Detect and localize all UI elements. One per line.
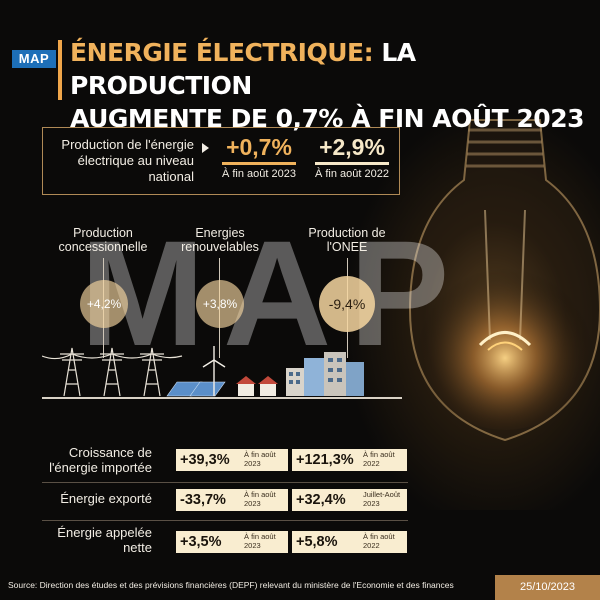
map-logo: MAP — [12, 50, 56, 68]
pill-value: +5,8% — [296, 534, 338, 550]
production-stat-2023: +0,7% À fin août 2023 — [215, 134, 303, 180]
stat-period: À fin août 2022 — [314, 168, 389, 180]
pill-importee-2023: +39,3% À fin août 2023 — [176, 449, 288, 471]
row-divider — [42, 482, 408, 483]
production-stat-2022: +2,9% À fin août 2022 — [308, 134, 396, 180]
wind-turbine-icon — [202, 346, 226, 396]
row-divider — [42, 520, 408, 521]
map-watermark: MAP — [80, 209, 468, 377]
houses-icon — [236, 376, 278, 396]
pill-period: À fin août 2023 — [244, 532, 276, 550]
buildings-icon — [286, 352, 364, 396]
power-pylons-icon — [42, 347, 183, 397]
pill-period: À fin août 2022 — [363, 532, 395, 550]
stat-value: +0,7% — [226, 134, 292, 160]
title-accent-bar — [58, 40, 62, 100]
pill-value: +3,5% — [180, 534, 222, 550]
solar-panels-icon — [166, 381, 226, 397]
title-line2: AUGMENTE DE 0,7% À FIN AOÛT 2023 — [70, 104, 584, 133]
pill-exporte-2023-juillet-aout: +32,4% Juillet-Août 2023 — [292, 489, 407, 511]
value-circle-onee: -9,4% — [319, 276, 375, 332]
pill-value: -33,7% — [180, 492, 226, 508]
pill-period: À fin août 2023 — [244, 490, 276, 508]
source-note: Source: Direction des études et des prév… — [8, 580, 454, 590]
light-bulb-image — [408, 119, 600, 442]
title-line1: LA PRODUCTION — [70, 38, 416, 100]
column-label-renouvelables: Energies renouvelables — [181, 226, 259, 254]
pill-appelee-2022: +5,8% À fin août 2022 — [292, 531, 407, 553]
pill-period: À fin août 2022 — [363, 450, 395, 468]
row-label-appelee: Énergie appelée nette — [57, 525, 152, 555]
arrow-right-icon — [202, 143, 209, 153]
page-title: ÉNERGIE ÉLECTRIQUE: LA PRODUCTION AUGMEN… — [70, 36, 590, 135]
pill-value: +121,3% — [296, 452, 354, 468]
pill-exporte-2023: -33,7% À fin août 2023 — [176, 489, 288, 511]
production-label: Production de l'énergie électrique au ni… — [61, 137, 194, 184]
production-summary-box — [42, 127, 400, 195]
title-accent: ÉNERGIE ÉLECTRIQUE: — [70, 38, 374, 67]
stat-period: À fin août 2023 — [221, 168, 296, 180]
pill-value: +32,4% — [296, 492, 346, 508]
ground-line — [42, 397, 402, 399]
pill-period: Juillet-Août 2023 — [363, 490, 401, 508]
column-label-onee: Production de l'ONEE — [308, 226, 386, 254]
value-circle-renouvelables: +3,8% — [196, 280, 244, 328]
row-label-exporte: Énergie exporté — [60, 491, 152, 506]
energy-scene-illustration — [42, 346, 364, 397]
pill-appelee-2023: +3,5% À fin août 2023 — [176, 531, 288, 553]
stat-underline — [222, 162, 296, 165]
stat-underline — [315, 162, 389, 165]
value-circle-concessionnelle: +4,2% — [80, 280, 128, 328]
pill-importee-2022: +121,3% À fin août 2022 — [292, 449, 407, 471]
row-label-importee: Croissance de l'énergie importée — [49, 445, 152, 475]
stat-value: +2,9% — [319, 134, 385, 160]
column-label-concessionnelle: Production concessionnelle — [58, 226, 148, 254]
pill-value: +39,3% — [180, 452, 230, 468]
publication-date: 25/10/2023 — [495, 575, 600, 600]
pill-period: À fin août 2023 — [244, 450, 276, 468]
